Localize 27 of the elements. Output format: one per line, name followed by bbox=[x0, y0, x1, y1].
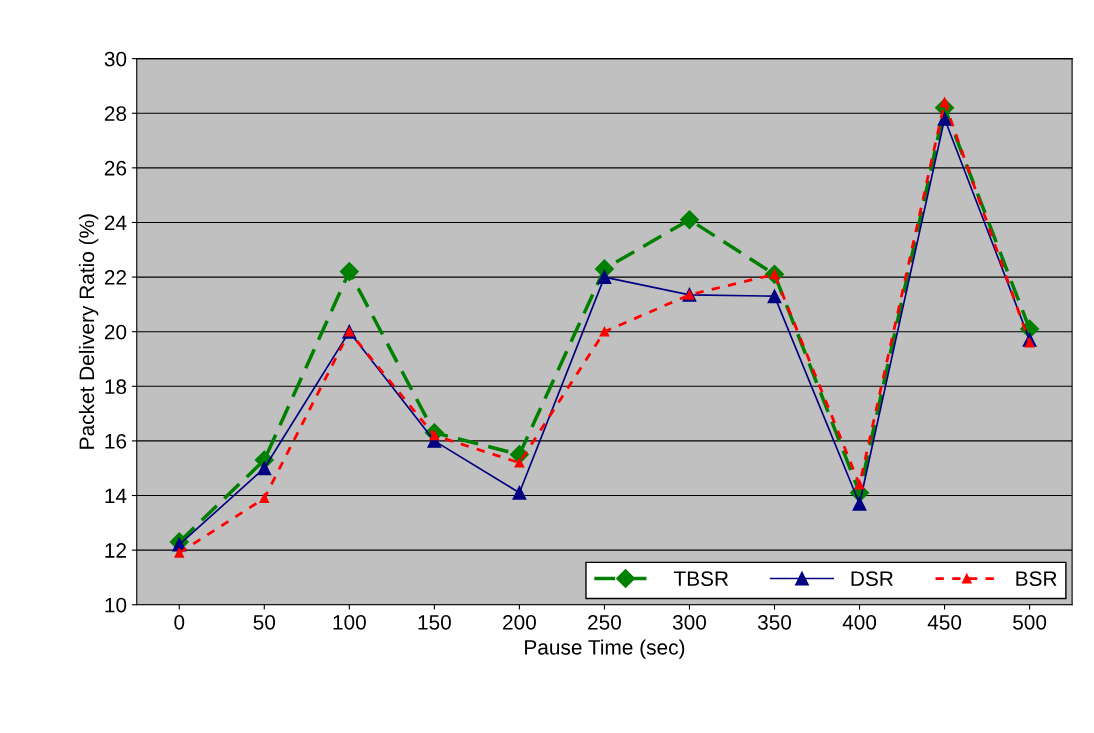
x-tick-label: 150 bbox=[418, 615, 451, 630]
x-tick-label: 400 bbox=[842, 615, 877, 630]
y-tick-label: 24 bbox=[104, 215, 127, 231]
x-tick-label: 350 bbox=[757, 615, 792, 630]
y-tick-label: 26 bbox=[104, 160, 127, 176]
y-tick-label: 14 bbox=[105, 488, 127, 504]
y-tick-label: 16 bbox=[105, 433, 127, 449]
y-tick-label: 28 bbox=[104, 106, 127, 121]
y-tick-label: 22 bbox=[104, 270, 126, 285]
y-tick-label: 18 bbox=[105, 379, 127, 395]
x-axis-title: Pause Time (sec) bbox=[525, 639, 685, 659]
x-tick-label: 300 bbox=[672, 615, 707, 630]
legend-label: TBSR bbox=[673, 571, 729, 587]
x-tick-label: 0 bbox=[174, 615, 185, 630]
x-tick-label: 100 bbox=[333, 615, 366, 630]
x-tick-label: 450 bbox=[927, 615, 962, 630]
legend-label: DSR bbox=[851, 571, 893, 587]
y-axis-title: Packet Delivery Ratio (%) bbox=[78, 214, 99, 449]
y-tick-label: 30 bbox=[104, 51, 127, 67]
x-tick-label: 250 bbox=[588, 615, 621, 630]
y-tick-label: 10 bbox=[105, 597, 127, 613]
x-tick-label: 50 bbox=[253, 615, 276, 630]
y-tick-label: 20 bbox=[104, 324, 127, 340]
y-tick-label: 12 bbox=[105, 543, 126, 558]
x-tick-label: 500 bbox=[1013, 615, 1047, 630]
x-tick-label: 200 bbox=[503, 615, 536, 630]
legend-label: BSR bbox=[1016, 571, 1057, 587]
